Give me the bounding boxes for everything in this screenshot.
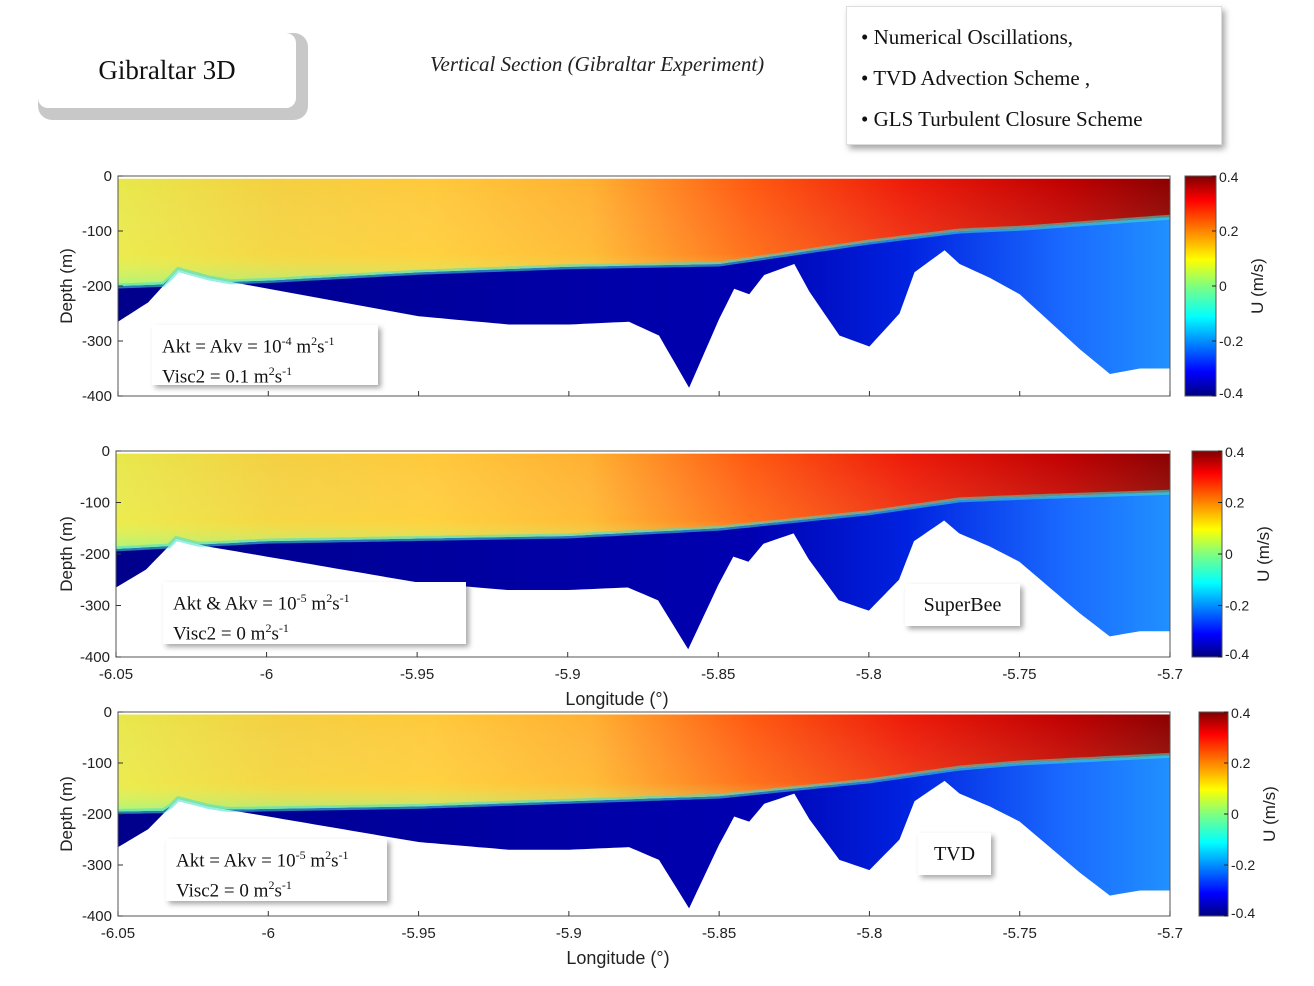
y-tick-label: -300 (80, 598, 110, 615)
params-line-2: Visc2 = 0.1 m2s-1 (162, 364, 293, 388)
y-tick-label: -200 (80, 546, 110, 563)
params-line-1: Akt = Akv = 10-5 m2s-1 (176, 848, 349, 872)
colorbar-label: U (m/s) (1248, 258, 1267, 314)
colorbar (1198, 711, 1229, 917)
y-tick-label: 0 (104, 168, 112, 185)
y-tick-label: -400 (82, 388, 112, 405)
bullet-item: • Numerical Oscillations, (861, 25, 1074, 49)
x-tick-label: -5.85 (702, 925, 736, 942)
y-axis-label: Depth (m) (57, 776, 76, 852)
scheme-tag-tvd: TVD (918, 833, 991, 875)
x-tick-label: -5.8 (856, 925, 882, 942)
colorbar-tick-label: -0.4 (1219, 385, 1243, 401)
page-title: Gibraltar 3D (38, 33, 296, 108)
colorbar (1184, 175, 1217, 397)
inflow-shading (118, 178, 1170, 286)
y-tick-label: -200 (82, 806, 112, 823)
title-box: Gibraltar 3D (38, 33, 308, 120)
colorbar-tick-label: -0.4 (1225, 646, 1249, 662)
y-tick-label: -100 (82, 223, 112, 240)
colorbar-tick-label: -0.2 (1219, 333, 1243, 349)
x-tick-label: -5.75 (1003, 925, 1037, 942)
interface-band (115, 489, 1171, 552)
colorbar-tick-label: 0 (1231, 806, 1239, 822)
colorbar-tick-label: 0.4 (1231, 705, 1251, 721)
colorbar-tick-label: -0.4 (1231, 905, 1255, 921)
y-tick-label: -100 (80, 495, 110, 512)
y-tick-label: -200 (82, 278, 112, 295)
y-tick-label: -300 (82, 333, 112, 350)
params-line-2: Visc2 = 0 m2s-1 (173, 621, 289, 645)
y-tick-label: -300 (82, 857, 112, 874)
params-line-1: Akt = Akv = 10-4 m2s-1 (162, 334, 335, 358)
params-box-2: Akt & Akv = 10-5 m2s-1 Visc2 = 0 m2s-1 (163, 582, 466, 645)
y-tick-label: 0 (102, 443, 110, 460)
y-axis-label: Depth (m) (57, 516, 76, 592)
colorbar-tick-label: 0.2 (1225, 495, 1245, 511)
colorbar-label: U (m/s) (1254, 526, 1273, 582)
colorbar-tick-label: 0.2 (1219, 223, 1239, 239)
y-axis-label: Depth (m) (57, 248, 76, 324)
x-tick-label: -5.75 (1002, 666, 1036, 683)
colorbar-tick-label: 0.2 (1231, 755, 1251, 771)
params-box-3: Akt = Akv = 10-5 m2s-1 Visc2 = 0 m2s-1 (166, 839, 387, 902)
velocity-panel-2 (115, 450, 1223, 658)
y-tick-label: -400 (82, 908, 112, 925)
x-tick-label: -6.05 (101, 925, 135, 942)
bullet-item: • TVD Advection Scheme , (861, 66, 1091, 90)
velocity-panel-3 (117, 711, 1229, 917)
y-tick-label: -400 (80, 649, 110, 666)
x-tick-label: -5.95 (401, 925, 435, 942)
x-tick-label: -5.8 (856, 666, 882, 683)
colorbar-label: U (m/s) (1260, 786, 1279, 842)
params-line-1: Akt & Akv = 10-5 m2s-1 (173, 591, 350, 615)
inflow-shading (118, 714, 1170, 812)
colorbar-tick-label: 0 (1219, 278, 1227, 294)
page-subtitle: Vertical Section (Gibraltar Experiment) (430, 52, 765, 76)
inflow-shading (116, 453, 1170, 549)
params-box-1: Akt = Akv = 10-4 m2s-1 Visc2 = 0.1 m2s-1 (152, 325, 378, 388)
colorbar-tick-label: 0.4 (1225, 444, 1245, 460)
scheme-tag-superbee: SuperBee (905, 584, 1020, 626)
x-tick-label: -6 (262, 925, 275, 942)
y-tick-label: -100 (82, 755, 112, 772)
interface-band (117, 752, 1171, 814)
colorbar (1191, 450, 1223, 658)
x-tick-label: -5.7 (1157, 666, 1183, 683)
x-tick-label: -5.95 (400, 666, 434, 683)
colorbar-tick-label: -0.2 (1231, 857, 1255, 873)
x-tick-label: -6.05 (99, 666, 133, 683)
x-axis-label: Longitude (°) (566, 948, 669, 968)
outflow-layer (116, 492, 1170, 650)
x-tick-label: -5.9 (555, 666, 581, 683)
x-axis-label: Longitude (°) (565, 689, 668, 709)
params-line-2: Visc2 = 0 m2s-1 (176, 878, 292, 902)
bullet-box: • Numerical Oscillations, • TVD Advectio… (846, 6, 1222, 145)
x-tick-label: -5.9 (556, 925, 582, 942)
outflow-layer (118, 217, 1170, 388)
interface-band (117, 214, 1171, 289)
outflow-layer (118, 755, 1170, 909)
x-tick-label: -6 (260, 666, 273, 683)
colorbar-tick-label: -0.2 (1225, 598, 1249, 614)
y-tick-label: 0 (104, 704, 112, 721)
bullet-item: • GLS Turbulent Closure Scheme (861, 107, 1143, 131)
colorbar-tick-label: 0.4 (1219, 169, 1239, 185)
velocity-panel-1 (117, 175, 1217, 397)
x-tick-label: -5.7 (1157, 925, 1183, 942)
x-tick-label: -5.85 (701, 666, 735, 683)
colorbar-tick-label: 0 (1225, 546, 1233, 562)
